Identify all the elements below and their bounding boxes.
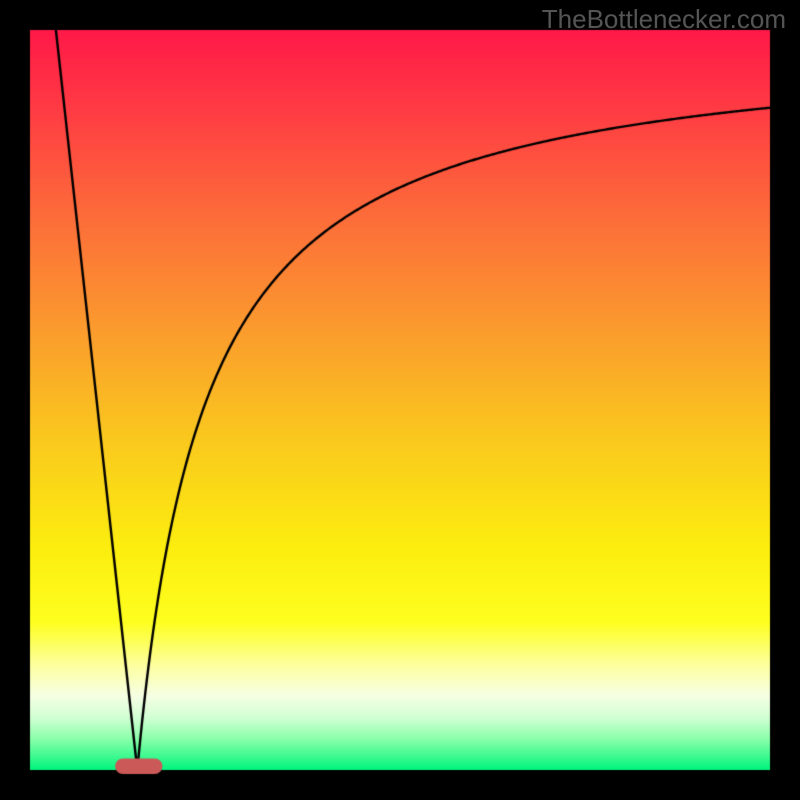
bottleneck-chart (0, 0, 800, 800)
